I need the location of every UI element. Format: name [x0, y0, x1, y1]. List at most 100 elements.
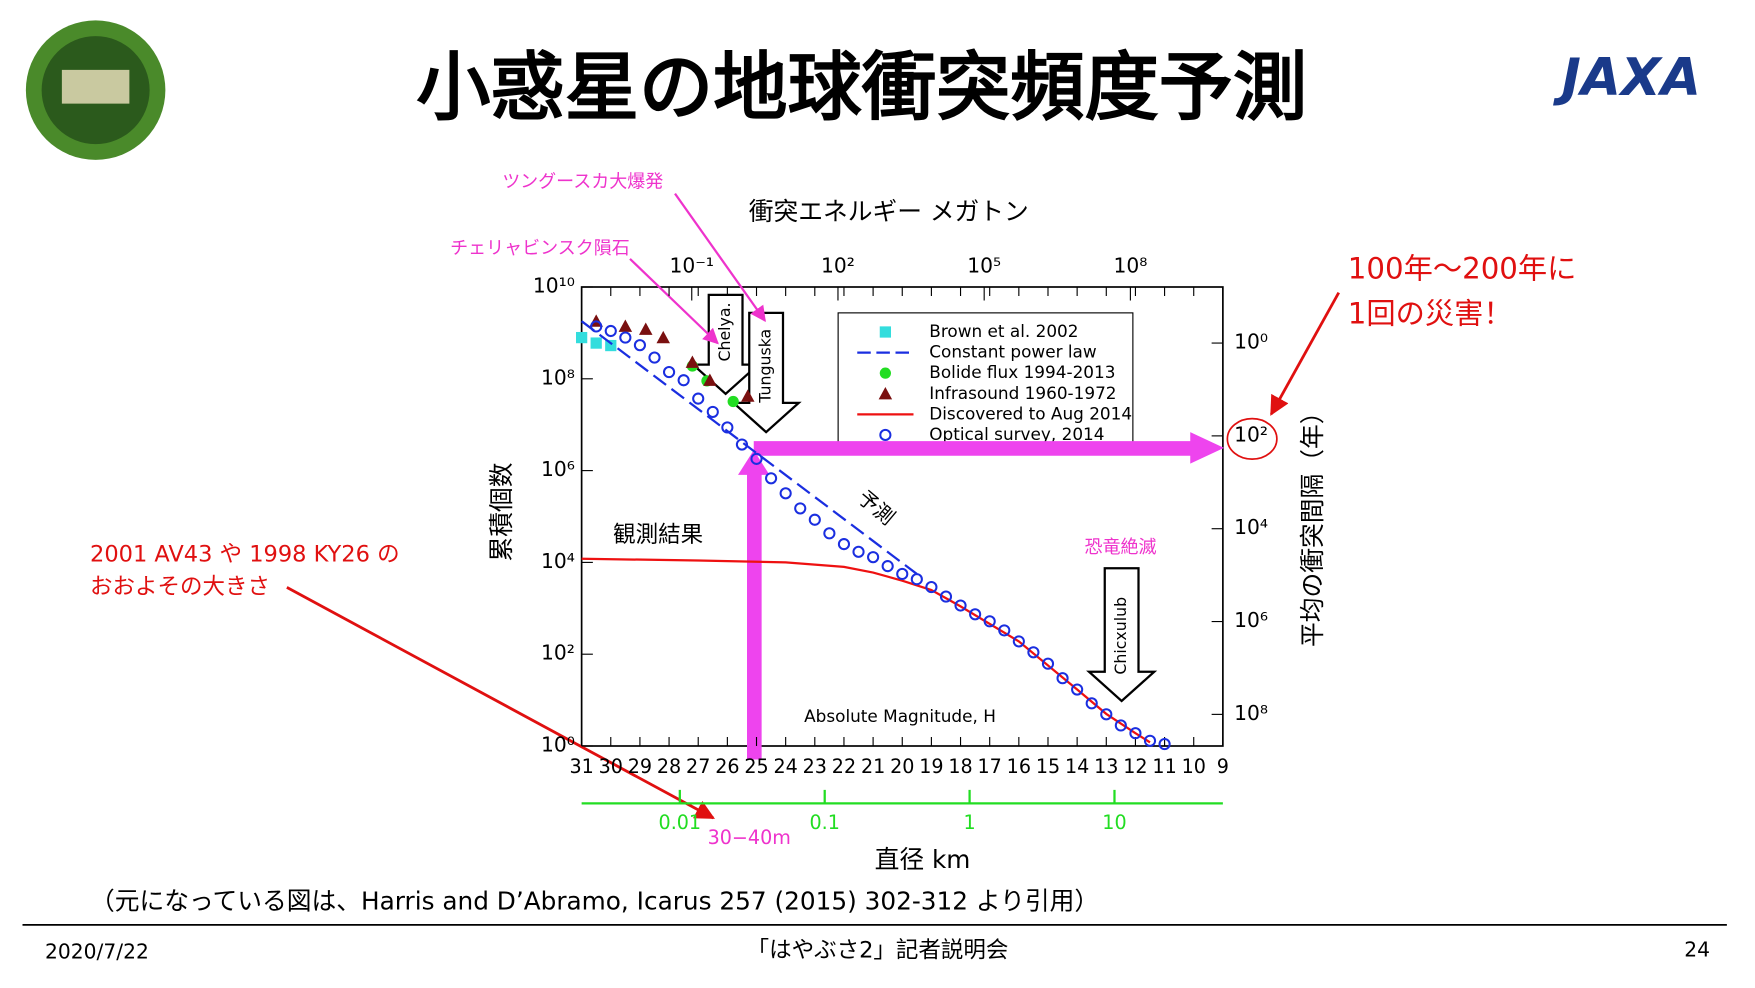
x-tick-label: 25	[744, 755, 768, 778]
annotation: Chelya.	[715, 302, 734, 361]
series-line	[580, 320, 918, 575]
marker	[604, 324, 617, 338]
y-tick-label: 10⁴	[541, 549, 575, 573]
x-tick-label: 30	[599, 755, 623, 778]
right-tick-label: 10⁸	[1234, 701, 1268, 725]
x-tick-label: 28	[657, 755, 681, 778]
diameter-tick-label: 1	[964, 811, 976, 834]
x-tick-label: 31	[569, 755, 593, 778]
hayabusa-logo	[25, 20, 166, 160]
marker	[954, 599, 967, 612]
x-tick-label: 20	[890, 755, 914, 778]
marker	[741, 389, 755, 402]
marker	[1056, 672, 1069, 685]
legend-label: Optical survey, 2014	[929, 424, 1104, 444]
callout: おおよその大きさ	[90, 574, 270, 600]
right-tick-label: 10⁴	[1234, 515, 1268, 539]
marker	[1012, 635, 1025, 648]
marker	[1041, 657, 1055, 670]
pointer-lines	[629, 192, 766, 345]
annotation: 恐竜絶滅	[1085, 537, 1157, 558]
series-line	[581, 557, 1151, 744]
marker	[685, 355, 700, 368]
legend-label: Infrasound 1960-1972	[929, 383, 1116, 403]
callout-arrow	[1270, 291, 1340, 416]
right-tick-label: 10²	[1234, 422, 1268, 446]
annotation: 観測結果	[613, 522, 703, 548]
annotation: チェリャビンスク隕石	[450, 238, 630, 259]
marker	[779, 487, 792, 500]
marker	[590, 337, 602, 349]
marker	[576, 331, 588, 344]
marker	[765, 472, 778, 485]
jaxa-logo: JAXA	[1553, 48, 1701, 108]
citation: （元になっている図は、Harris and D’Abramo, Icarus 2…	[90, 886, 1099, 915]
legend-swatch	[879, 326, 891, 338]
marker	[925, 581, 938, 594]
x-tick-label: 13	[1094, 755, 1118, 778]
marker	[677, 374, 690, 387]
marker	[823, 527, 836, 540]
y-tick-label: 10²	[541, 641, 575, 665]
marker	[590, 320, 603, 333]
y-tick-label: 10⁶	[541, 457, 575, 481]
legend-label: Bolide flux 1994-2013	[929, 362, 1115, 382]
annotation: Tunguska	[756, 329, 775, 404]
diameter-tick-label: 0.01	[659, 811, 702, 834]
marker	[794, 502, 807, 515]
marker	[721, 421, 734, 434]
top-tick-label: 10²	[821, 253, 855, 277]
marker	[1100, 708, 1113, 721]
annotation: 予測	[853, 485, 899, 529]
y-axis-title: 累積個数	[487, 462, 516, 561]
slide-title: 小惑星の地球衝突頻度予測	[416, 44, 1307, 131]
x-tick-label: 29	[628, 755, 652, 778]
marker	[618, 319, 633, 332]
marker	[1143, 734, 1157, 747]
x-tick-label: 11	[1152, 755, 1176, 778]
marker	[639, 322, 653, 335]
callout: 2001 AV43 や 1998 KY26 の	[90, 541, 400, 567]
x-tick-label: 24	[773, 755, 797, 778]
diameter-axis-title: 直径 km	[875, 845, 971, 874]
x-tick-label: 12	[1123, 755, 1147, 778]
marker	[656, 330, 670, 344]
marker	[1158, 738, 1171, 751]
marker	[837, 538, 851, 551]
annotation: 30−40m	[708, 826, 791, 849]
legend-label: Brown et al. 2002	[929, 321, 1078, 341]
marker	[1027, 646, 1040, 659]
impact-arrows	[690, 293, 1158, 703]
x-tick-label: 17	[978, 755, 1002, 778]
callout: 100年～200年に	[1348, 252, 1577, 286]
marker	[969, 608, 982, 621]
right-axis-title: 平均の衝突間隔（年）	[1298, 400, 1327, 648]
x-tick-label: 9	[1217, 755, 1229, 778]
x-axis-title: Absolute Magnitude, H	[804, 706, 996, 726]
footer-center: 「はやぶさ2」記者説明会	[747, 937, 1009, 963]
x-tick-label: 19	[919, 755, 943, 778]
marker	[633, 339, 646, 352]
callout-arrow	[286, 586, 715, 820]
marker	[896, 567, 909, 581]
legend-label: Constant power law	[929, 342, 1097, 362]
y-tick-label: 10⁰	[541, 733, 575, 757]
x-tick-label: 10	[1182, 755, 1206, 778]
marker	[727, 395, 739, 408]
top-tick-label: 10⁸	[1113, 253, 1147, 277]
marker	[939, 590, 953, 603]
x-tick-label: 27	[686, 755, 710, 778]
marker	[619, 331, 632, 344]
x-tick-label: 15	[1036, 755, 1060, 778]
x-tick-label: 14	[1065, 755, 1089, 778]
x-tick-label: 26	[715, 755, 739, 778]
annotation: ツングースカ大爆発	[502, 171, 663, 192]
x-tick-label: 21	[861, 755, 885, 778]
marker	[706, 405, 719, 418]
x-tick-label: 22	[832, 755, 856, 778]
footer-date: 2020/7/22	[45, 940, 149, 964]
marker	[605, 339, 617, 352]
top-tick-label: 10⁻¹	[669, 253, 714, 277]
marker	[703, 373, 717, 386]
